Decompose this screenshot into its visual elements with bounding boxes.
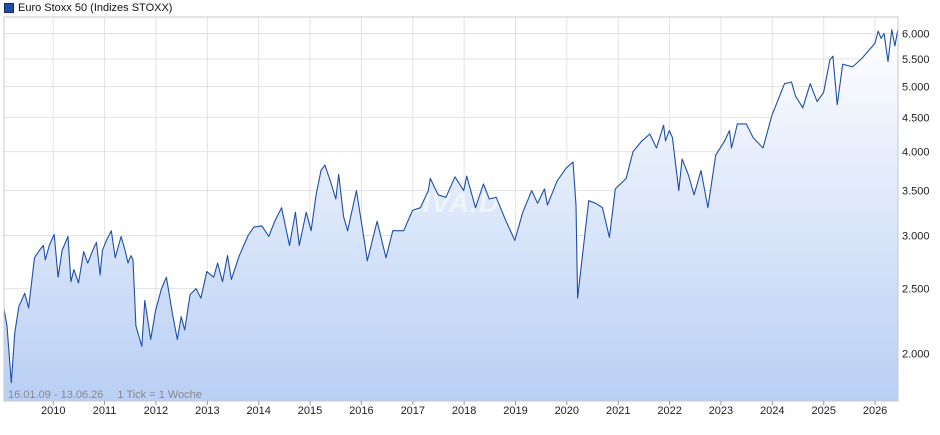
x-tick-label: 2012 [144, 405, 168, 417]
x-tick-label: 2018 [452, 405, 476, 417]
plot-border [3, 16, 899, 402]
x-tick-label: 2019 [503, 405, 527, 417]
x-tick-label: 2021 [606, 405, 630, 417]
x-tick-label: 2025 [812, 405, 836, 417]
legend-swatch [4, 3, 14, 13]
x-tick-label: 2015 [298, 405, 322, 417]
x-tick-label: 2020 [555, 405, 579, 417]
y-axis: 2.000 2.500 3.000 3.500 4.000 4.500 5.000 5.500… [902, 29, 930, 361]
y-tick-label: 4.500 [902, 112, 930, 124]
x-tick-label: 2010 [41, 405, 65, 417]
y-tick-label: 2.000 [902, 349, 930, 361]
x-tick-label: 2024 [760, 405, 784, 417]
area-fill [4, 28, 898, 401]
legend: Euro Stoxx 50 (Indizes STOXX) [4, 1, 172, 15]
legend-label: Euro Stoxx 50 (Indizes STOXX) [18, 2, 173, 14]
y-tick-label: 3.500 [902, 186, 930, 198]
y-tick-label: 5.500 [902, 54, 930, 66]
series-line [4, 28, 898, 384]
y-tick-label: 2.500 [902, 284, 930, 296]
date-range-note: 16.01.09 - 13.06.26 1 Tick = 1 Woche [8, 389, 202, 401]
y-tick-label: 6.000 [902, 29, 930, 41]
y-tick-label: 4.000 [902, 147, 930, 159]
y-tick-label: 3.000 [902, 230, 930, 242]
x-tick-label: 2013 [195, 405, 219, 417]
x-tick-label: 2026 [863, 405, 887, 417]
x-tick-label: 2016 [349, 405, 373, 417]
y-tick-label: 5.000 [902, 82, 930, 94]
x-tick-label: 2022 [657, 405, 681, 417]
x-tick-label: 2023 [709, 405, 733, 417]
x-tick-label: 2014 [246, 405, 270, 417]
x-axis: 2010 2011 2012 2013 2014 2015 2016 2017 2018 2019… [41, 401, 887, 417]
x-tick-label: 2017 [401, 405, 425, 417]
x-tick-label: 2011 [93, 405, 117, 417]
watermark-text: ARIVA.DE [379, 187, 520, 218]
